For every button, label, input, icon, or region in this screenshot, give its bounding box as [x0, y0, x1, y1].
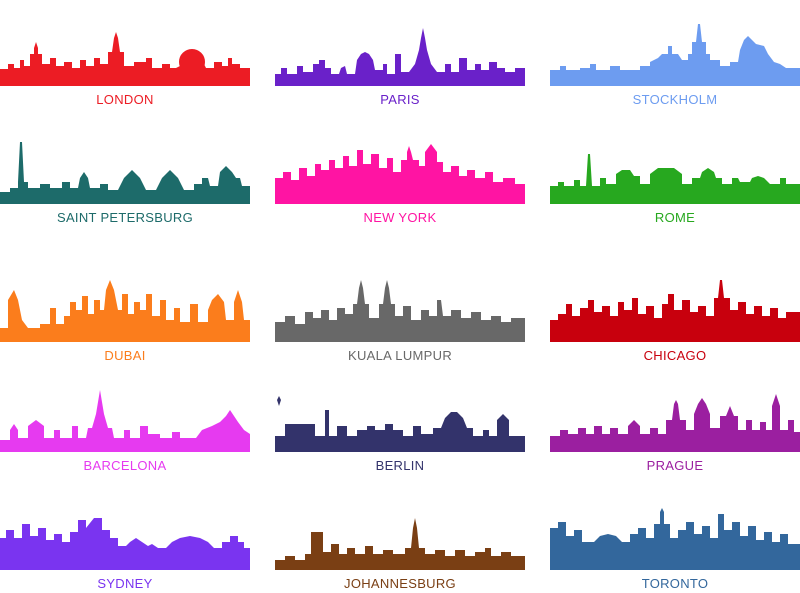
skyline-tile-barcelona: BARCELONA [0, 390, 250, 473]
skyline-tile-paris: PARIS [275, 24, 525, 107]
skyline-tile-toronto: TORONTO [550, 508, 800, 591]
city-label-prague: PRAGUE [646, 458, 704, 473]
skyline-tile-new-york: NEW YORK [275, 142, 525, 225]
city-label-kuala-lumpur: KUALA LUMPUR [347, 348, 453, 363]
skyline-tile-stockholm: STOCKHOLM [550, 24, 800, 107]
city-label-paris: PARIS [380, 92, 420, 107]
city-label-toronto: TORONTO [641, 576, 709, 591]
johannesburg-skyline-image [275, 518, 525, 570]
skyline-tile-saint-petersburg: SAINT PETERSBURG [0, 142, 250, 225]
skyline-tile-johannesburg: JOHANNESBURG [275, 508, 525, 591]
london-skyline-image [0, 32, 250, 86]
kuala-lumpur-skyline-image [275, 280, 525, 342]
city-label-stockholm: STOCKHOLM [632, 92, 718, 107]
sydney-skyline-image [0, 518, 250, 570]
toronto-skyline-image [550, 508, 800, 570]
berlin-skyline-image [275, 396, 525, 452]
city-label-saint-petersburg: SAINT PETERSBURG [56, 210, 194, 225]
city-label-chicago: CHICAGO [643, 348, 707, 363]
barcelona-skyline-image [0, 390, 250, 452]
skyline-tile-berlin: BERLIN [275, 390, 525, 473]
new-york-skyline-image [275, 144, 525, 204]
city-label-barcelona: BARCELONA [83, 458, 167, 473]
saint-petersburg-skyline-image [0, 142, 250, 204]
skyline-tile-chicago: CHICAGO [550, 280, 800, 363]
skyline-tile-dubai: DUBAI [0, 280, 250, 363]
city-label-sydney: SYDNEY [97, 576, 153, 591]
city-label-berlin: BERLIN [375, 458, 425, 473]
city-label-rome: ROME [654, 210, 696, 225]
chicago-skyline-image [550, 280, 800, 342]
dubai-skyline-image [0, 280, 250, 342]
skyline-tile-prague: PRAGUE [550, 390, 800, 473]
city-label-london: LONDON [96, 92, 154, 107]
paris-skyline-image [275, 28, 525, 86]
stockholm-skyline-image [550, 24, 800, 86]
skyline-tile-sydney: SYDNEY [0, 508, 250, 591]
skyline-tile-london: LONDON [0, 24, 250, 107]
city-label-johannesburg: JOHANNESBURG [344, 576, 456, 591]
skyline-tile-kuala-lumpur: KUALA LUMPUR [275, 280, 525, 363]
rome-skyline-image [550, 154, 800, 204]
city-label-new-york: NEW YORK [363, 210, 437, 225]
city-label-dubai: DUBAI [104, 348, 146, 363]
prague-skyline-image [550, 394, 800, 452]
skyline-tile-rome: ROME [550, 142, 800, 225]
